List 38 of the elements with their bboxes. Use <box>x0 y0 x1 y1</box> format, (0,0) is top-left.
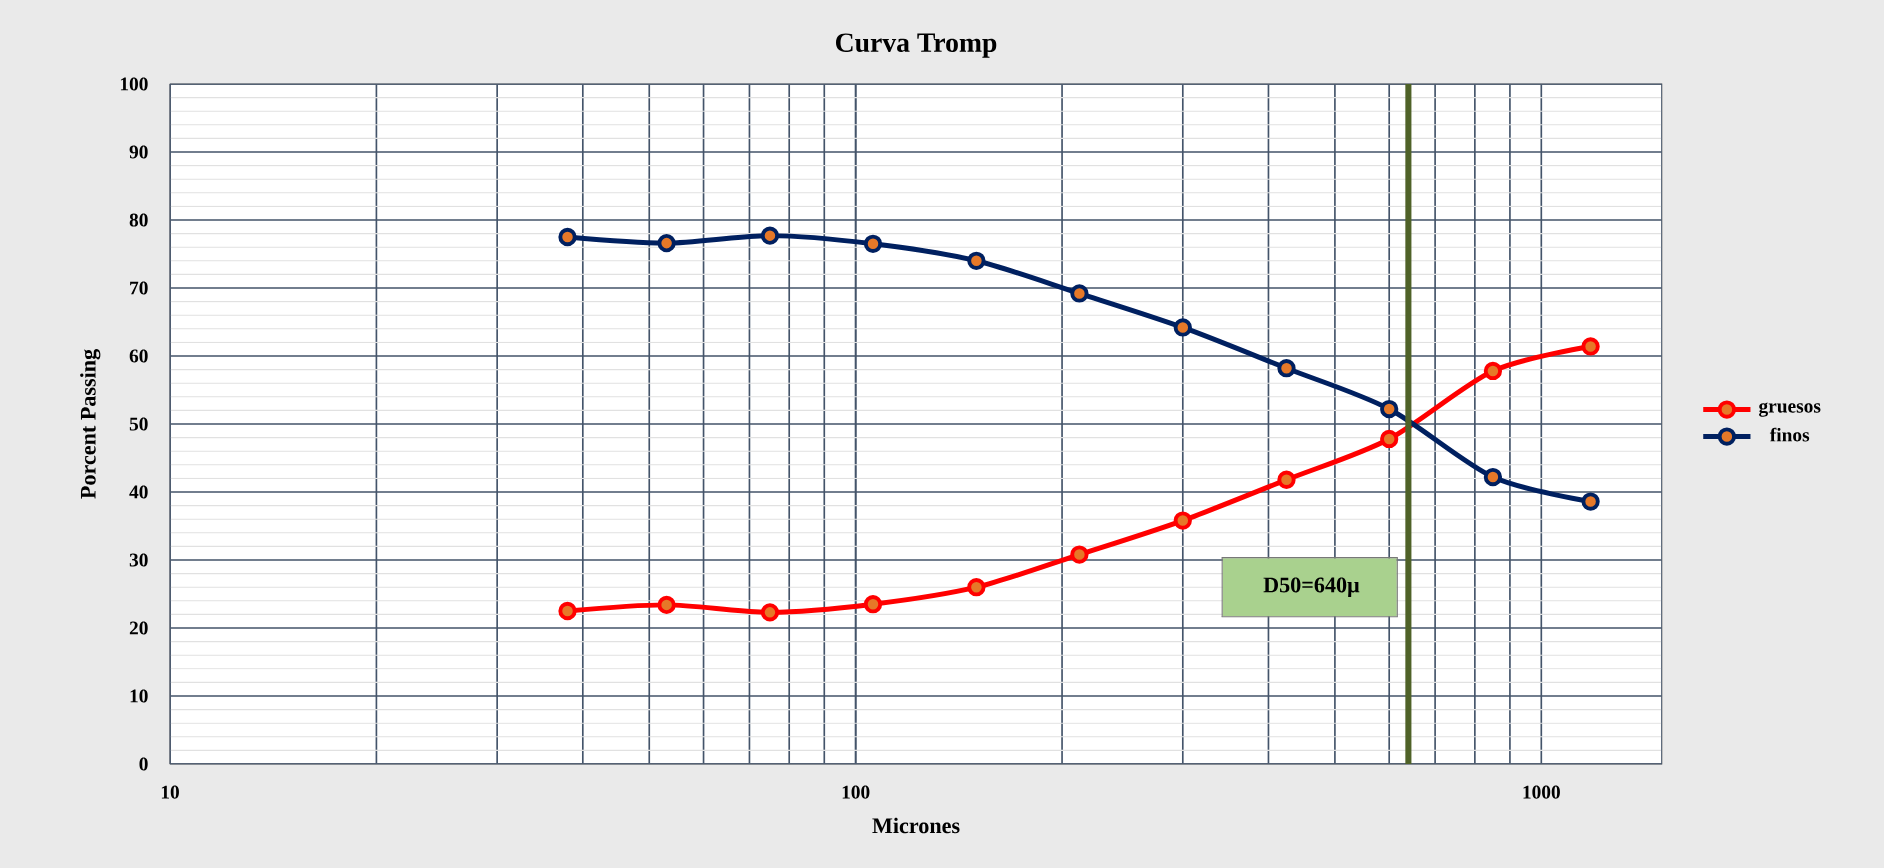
point <box>760 226 780 245</box>
x-tick-label: 1000 <box>1523 785 1560 799</box>
point <box>863 595 883 614</box>
point <box>1070 284 1089 303</box>
point <box>760 603 780 622</box>
point <box>657 233 676 253</box>
y-tick-label: 100 <box>120 77 148 91</box>
point <box>967 251 986 270</box>
legend-label: finos <box>1769 427 1810 442</box>
point <box>1277 470 1296 489</box>
point <box>1070 545 1089 564</box>
y-tick-label: 20 <box>129 621 148 635</box>
y-tick-label: 0 <box>139 757 148 771</box>
y-tick-label: 40 <box>129 485 148 499</box>
ref-line-label: D50=640μ <box>1263 577 1360 597</box>
y-tick-label: 30 <box>129 553 148 567</box>
y-tick-label: 70 <box>130 281 148 295</box>
x-tick-label: 10 <box>161 785 179 799</box>
point <box>1483 467 1503 487</box>
point <box>863 234 883 253</box>
y-tick-label: 80 <box>129 213 148 227</box>
y-tick-label: 90 <box>129 145 148 159</box>
x-tick-label: 100 <box>842 785 870 799</box>
point <box>657 595 676 615</box>
legend-label: gruesos <box>1759 402 1821 417</box>
point <box>967 578 986 597</box>
point <box>1173 511 1192 530</box>
chart-title: Curva Tromp <box>836 33 997 58</box>
y-tick-label: 60 <box>129 349 148 363</box>
point <box>1173 318 1192 337</box>
point <box>1380 429 1399 449</box>
point <box>1483 361 1503 381</box>
point <box>1380 399 1399 419</box>
x-axis-title: Micrones <box>872 817 960 834</box>
y-tick-label: 50 <box>129 417 148 431</box>
point <box>1277 359 1296 378</box>
y-axis-title: Porcent Passing <box>80 349 101 499</box>
y-tick-label: 10 <box>130 689 148 703</box>
